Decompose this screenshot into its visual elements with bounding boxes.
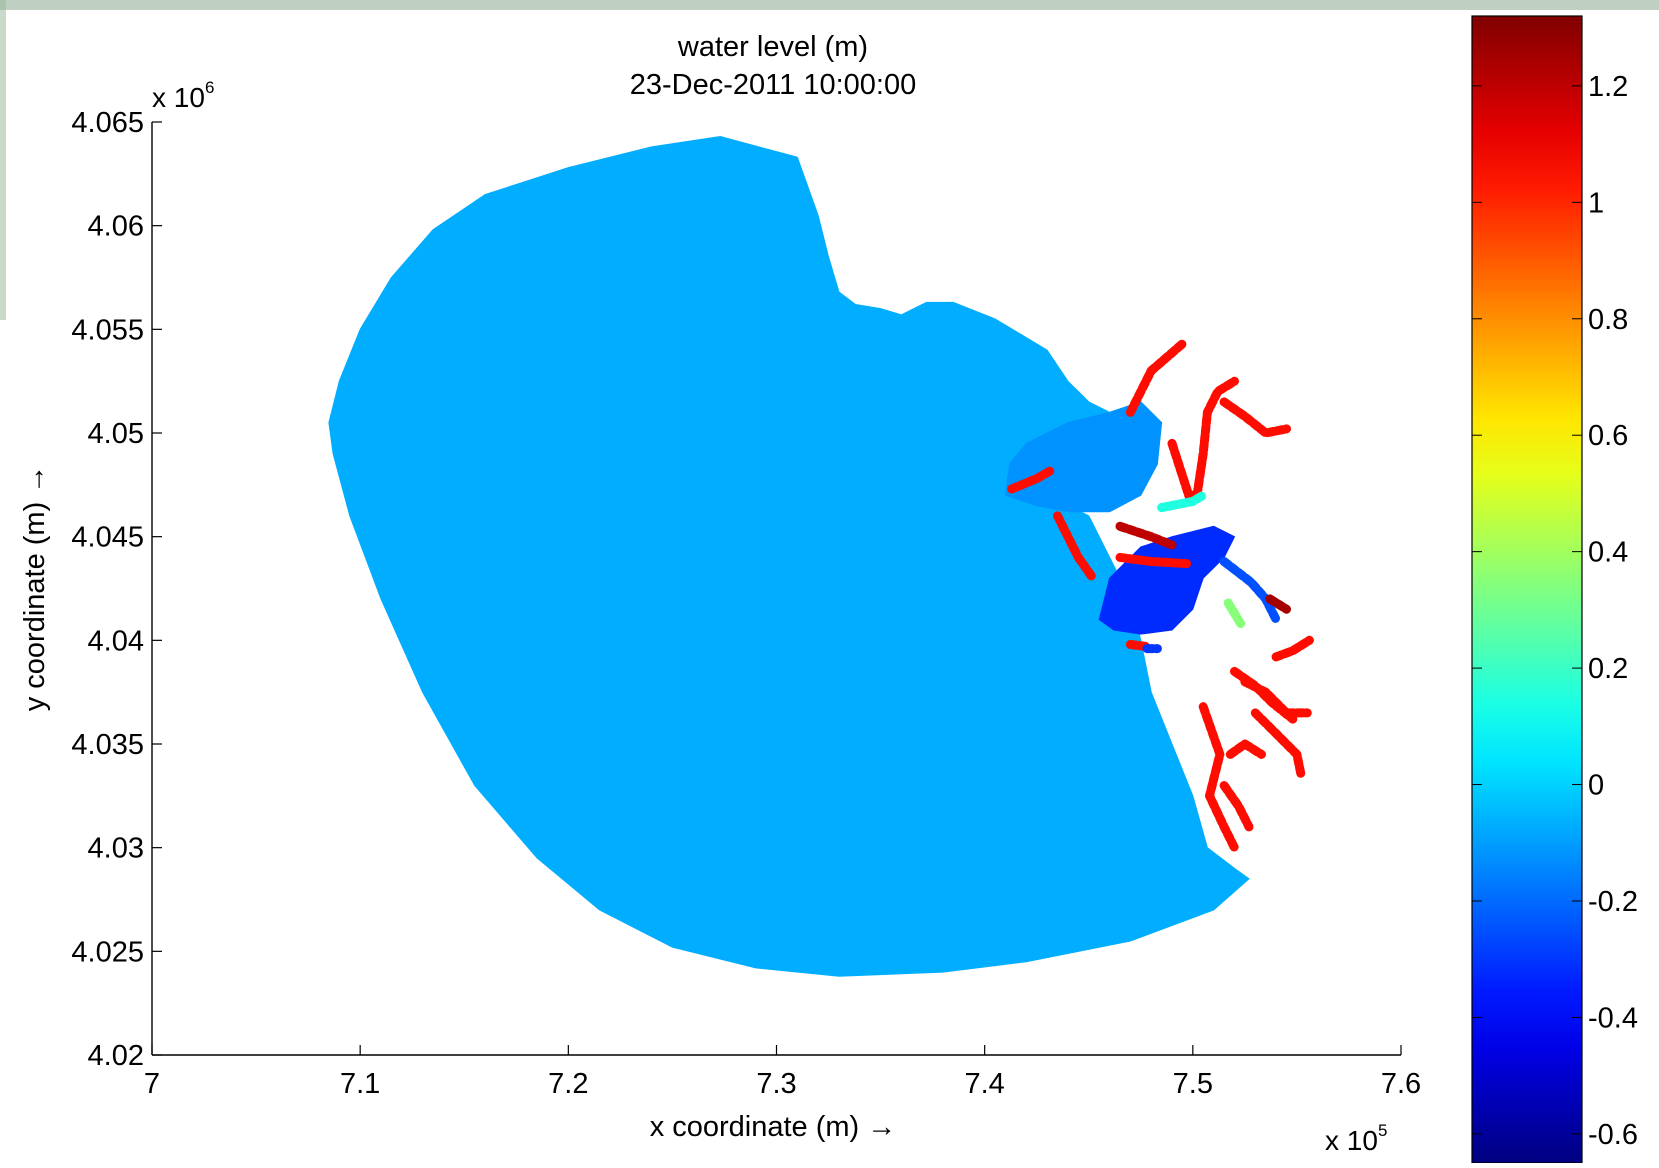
colorbar-tick-label: 1.2 — [1588, 71, 1628, 103]
data-channels — [1007, 339, 1314, 853]
channel-19 — [1225, 739, 1266, 759]
y-tick-label: 4.02 — [88, 1040, 144, 1072]
data-regions — [328, 135, 1250, 977]
channel-1 — [1167, 376, 1239, 500]
channel-6 — [1157, 490, 1208, 513]
colorbar-tick-label: -0.2 — [1588, 886, 1638, 918]
x-ticks: 7 7.1 7.2 7.3 7.4 7.5 7.6 — [144, 1045, 1421, 1100]
colorbar-tick-label: -0.4 — [1588, 1002, 1638, 1034]
colorbar-tick-label: 1 — [1588, 187, 1604, 219]
colorbar-ticks: -0.6 -0.4 -0.2 0 0.2 0.4 0.6 0.8 1 1.2 — [1472, 71, 1638, 1151]
channel-16 — [1250, 708, 1306, 780]
colorbar-tick-label: 0.2 — [1588, 653, 1628, 685]
slide-decoration — [0, 0, 1659, 320]
chart-subtitle: 23-Dec-2011 10:00:00 — [630, 69, 916, 101]
channel-3 — [1007, 465, 1056, 494]
region-inner-bay-upper — [1004, 401, 1163, 513]
channel-14 — [1240, 677, 1312, 718]
y-tick-label: 4.05 — [88, 418, 144, 450]
channel-17 — [1198, 702, 1239, 853]
x-tick-label: 7.2 — [548, 1068, 588, 1100]
colorbar: -0.6 -0.4 -0.2 0 0.2 0.4 0.6 0.8 1 1.2 — [1471, 15, 1638, 1164]
y-tick-label: 4.035 — [71, 729, 144, 761]
x-tick-label: 7.6 — [1381, 1068, 1421, 1100]
channel-10 — [1219, 557, 1281, 625]
y-ticks: 4.02 4.025 4.03 4.035 4.04 4.045 4.05 4.055 4.06… — [71, 107, 162, 1072]
x-tick-label: 7.4 — [965, 1068, 1005, 1100]
colorbar-tick-label: 0 — [1588, 770, 1604, 802]
x-axis-label: x coordinate (m) → — [650, 1111, 897, 1143]
channel-7 — [1115, 552, 1192, 569]
x-tick-label: 7.1 — [340, 1068, 380, 1100]
y-tick-label: 4.065 — [71, 107, 144, 139]
chart-title: water level (m) — [677, 31, 868, 63]
y-tick-label: 4.04 — [88, 625, 144, 657]
colorbar-tick-label: 0.8 — [1588, 304, 1628, 336]
channel-0 — [1125, 339, 1187, 417]
y-axis-label: y coordinate (m) → — [19, 465, 51, 712]
y-tick-label: 4.06 — [88, 211, 144, 243]
x-tick-label: 7 — [144, 1068, 160, 1100]
y-tick-label: 4.055 — [71, 314, 144, 346]
y-tick-label: 4.03 — [88, 833, 144, 865]
colorbar-tick-label: 0.4 — [1588, 537, 1628, 569]
colorbar-tick-label: -0.6 — [1588, 1119, 1638, 1151]
channel-15 — [1271, 635, 1314, 662]
region-offshore-domain — [328, 135, 1250, 977]
channel-12 — [1265, 594, 1291, 614]
x-tick-label: 7.3 — [756, 1068, 796, 1100]
colorbar-gradient — [1471, 15, 1583, 1164]
x-exponent-label: x 105 — [1325, 1121, 1387, 1156]
y-tick-label: 4.045 — [71, 522, 144, 554]
channel-18 — [1219, 781, 1254, 832]
y-exponent-label: x 106 — [152, 78, 214, 113]
channel-11 — [1223, 598, 1246, 629]
colorbar-tick-label: 0.6 — [1588, 420, 1628, 452]
channel-4 — [1053, 511, 1098, 583]
x-tick-label: 7.5 — [1173, 1068, 1213, 1100]
y-tick-label: 4.025 — [71, 936, 144, 968]
channel-5 — [1115, 521, 1177, 550]
channel-2 — [1219, 397, 1291, 438]
